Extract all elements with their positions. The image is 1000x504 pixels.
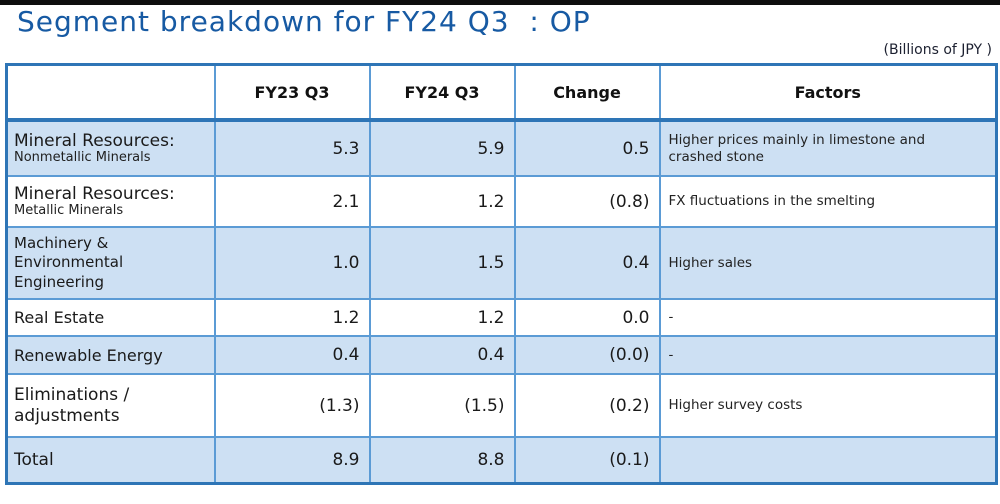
factors-cell: Higher sales <box>658 226 998 301</box>
segment-sublabel: Nonmetallic Minerals <box>14 150 151 166</box>
change-value-cell: (0.1) <box>513 436 661 485</box>
fy23-value-cell: 8.9 <box>213 436 371 485</box>
fy23-value-cell: 1.0 <box>213 226 371 301</box>
factors-text: - <box>668 346 674 363</box>
fy24-value-cell: 1.2 <box>368 175 516 229</box>
fy24-value-cell: 5.9 <box>368 119 516 178</box>
factors-cell: - <box>658 335 998 376</box>
fy24-value-cell: 8.8 <box>368 436 516 485</box>
change-value-cell: 0.4 <box>513 226 661 301</box>
segment-label-cell: Mineral Resources: Metallic Minerals <box>5 175 216 229</box>
table-header-row: FY23 Q3 FY24 Q3 Change Factors <box>5 63 998 123</box>
change-value-cell: (0.0) <box>513 335 661 376</box>
factors-cell <box>658 436 998 485</box>
segment-label-cell: Mineral Resources: Nonmetallic Minerals <box>5 119 216 178</box>
segment-label: Real Estate <box>14 308 105 328</box>
segment-label: Mineral Resources: <box>14 131 175 152</box>
segment-breakdown-table: FY23 Q3 FY24 Q3 Change Factors Mineral R… <box>5 63 998 485</box>
fy23-value-cell: (1.3) <box>213 373 371 439</box>
factors-text: Higher prices mainly in limestone and cr… <box>668 131 926 165</box>
factors-text: Higher sales <box>668 254 753 271</box>
fy23-value-cell: 2.1 <box>213 175 371 229</box>
page-title: Segment breakdown for FY24 Q3 : OP <box>17 5 591 38</box>
segment-label-cell: Real Estate <box>5 298 216 338</box>
header-factors: Factors <box>658 63 998 123</box>
segment-sublabel: Metallic Minerals <box>14 203 124 219</box>
table-row-mineral-nonmetallic: Mineral Resources: Nonmetallic Minerals … <box>5 119 998 178</box>
fy24-value-cell: 1.5 <box>368 226 516 301</box>
segment-label-cell: Eliminations / adjustments <box>5 373 216 439</box>
segment-label-cell: Renewable Energy <box>5 335 216 376</box>
fy24-value-cell: 1.2 <box>368 298 516 338</box>
table-row-machinery-environmental: Machinery & Environmental Engineering 1.… <box>5 226 998 301</box>
segment-label: Mineral Resources: <box>14 184 175 205</box>
factors-cell: - <box>658 298 998 338</box>
fy23-value-cell: 5.3 <box>213 119 371 178</box>
factors-text: Higher survey costs <box>668 397 803 414</box>
segment-label: Renewable Energy <box>14 345 163 365</box>
fy23-value-cell: 1.2 <box>213 298 371 338</box>
segment-label: Eliminations / adjustments <box>14 385 130 426</box>
header-fy23-q3: FY23 Q3 <box>213 63 371 123</box>
table-row-eliminations-adjustments: Eliminations / adjustments (1.3) (1.5) (… <box>5 373 998 439</box>
factors-text: - <box>668 309 674 326</box>
segment-label: Total <box>14 449 54 470</box>
change-value-cell: (0.8) <box>513 175 661 229</box>
factors-cell: Higher survey costs <box>658 373 998 439</box>
factors-cell: FX fluctuations in the smelting <box>658 175 998 229</box>
top-accent-bar <box>0 0 1000 5</box>
header-change: Change <box>513 63 661 123</box>
segment-label-cell: Machinery & Environmental Engineering <box>5 226 216 301</box>
segment-label-cell: Total <box>5 436 216 485</box>
factors-cell: Higher prices mainly in limestone and cr… <box>658 119 998 178</box>
fy24-value-cell: (1.5) <box>368 373 516 439</box>
change-value-cell: (0.2) <box>513 373 661 439</box>
table-row-renewable-energy: Renewable Energy 0.4 0.4 (0.0) - <box>5 335 998 376</box>
header-fy24-q3: FY24 Q3 <box>368 63 516 123</box>
header-segment <box>5 63 216 123</box>
change-value-cell: 0.5 <box>513 119 661 178</box>
change-value-cell: 0.0 <box>513 298 661 338</box>
unit-note: (Billions of JPY ) <box>883 42 992 59</box>
fy24-value-cell: 0.4 <box>368 335 516 376</box>
table-row-total: Total 8.9 8.8 (0.1) <box>5 436 998 485</box>
fy23-value-cell: 0.4 <box>213 335 371 376</box>
segment-label: Machinery & Environmental Engineering <box>14 233 124 291</box>
factors-text: FX fluctuations in the smelting <box>668 193 876 210</box>
table-row-real-estate: Real Estate 1.2 1.2 0.0 - <box>5 298 998 338</box>
table-row-mineral-metallic: Mineral Resources: Metallic Minerals 2.1… <box>5 175 998 229</box>
